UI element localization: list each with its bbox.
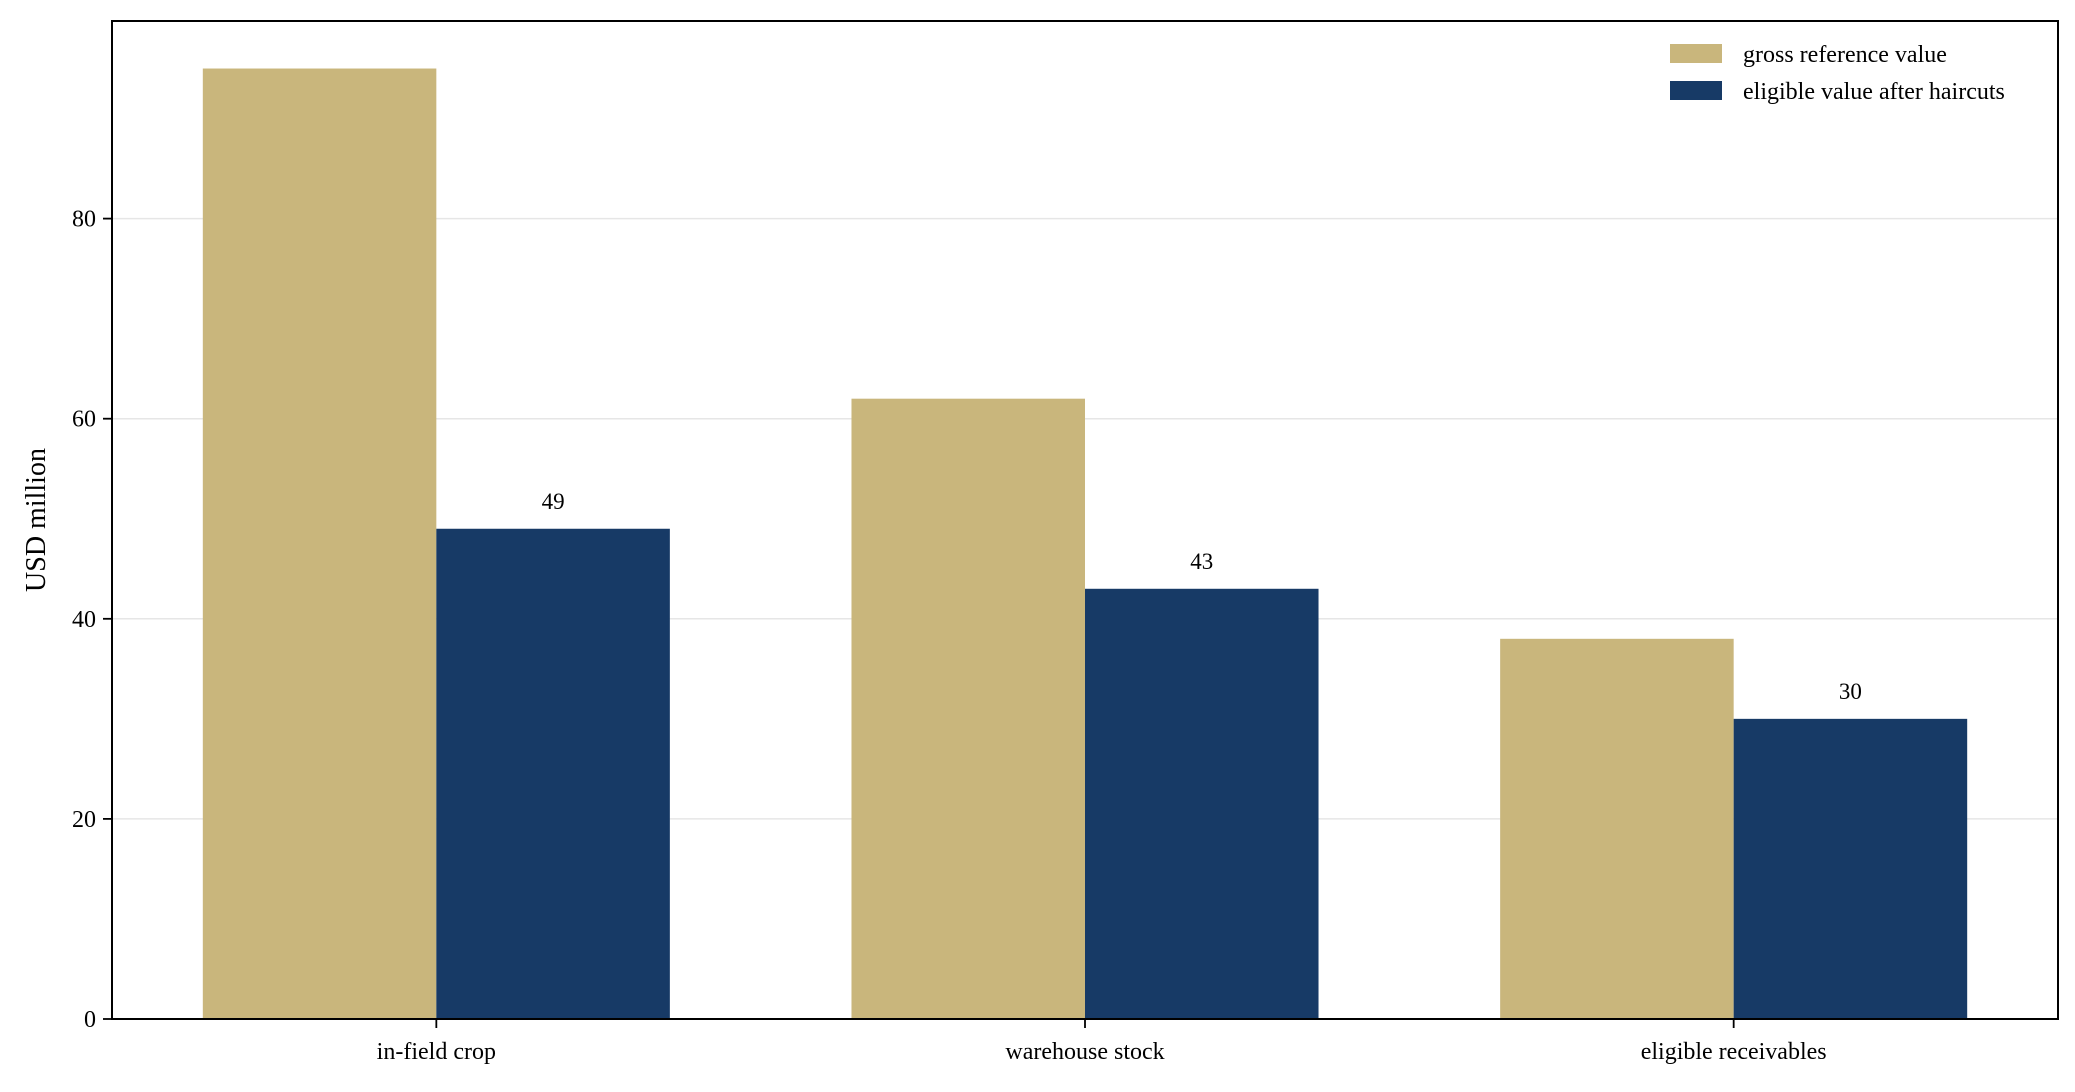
bar-gross-0 xyxy=(202,68,437,1020)
legend-swatch-1 xyxy=(1670,81,1722,100)
y-tick-label: 0 xyxy=(84,1007,96,1033)
bar-eligible-1 xyxy=(1085,588,1319,1019)
data-label: 30 xyxy=(1839,679,1862,704)
legend: gross reference value eligible value afte… xyxy=(1670,42,2005,105)
legend-swatch-0 xyxy=(1670,44,1722,63)
bar-eligible-0 xyxy=(436,528,670,1019)
legend-label-0: gross reference value xyxy=(1743,42,1947,68)
data-labels: 49 43 30 xyxy=(542,489,1862,704)
y-tick-label: 60 xyxy=(72,407,96,433)
legend-label-1: eligible value after haircuts xyxy=(1743,79,2005,105)
axis-ticks: 0 20 40 60 80 in-field crop warehouse stock eli… xyxy=(72,207,1827,1065)
y-tick-label: 20 xyxy=(72,807,96,833)
y-axis-title: USD million xyxy=(21,448,52,592)
x-tick-label: eligible receivables xyxy=(1641,1039,1827,1065)
x-tick-label: warehouse stock xyxy=(1005,1039,1164,1065)
y-tick-label: 80 xyxy=(72,207,96,233)
data-label: 49 xyxy=(542,489,565,514)
bar-eligible-2 xyxy=(1733,718,1968,1019)
bar-gross-1 xyxy=(851,398,1085,1019)
bar-gross-2 xyxy=(1500,638,1734,1019)
x-tick-label: in-field crop xyxy=(377,1039,496,1065)
bars xyxy=(202,68,1968,1020)
data-label: 43 xyxy=(1190,549,1213,574)
y-tick-label: 40 xyxy=(72,607,96,633)
